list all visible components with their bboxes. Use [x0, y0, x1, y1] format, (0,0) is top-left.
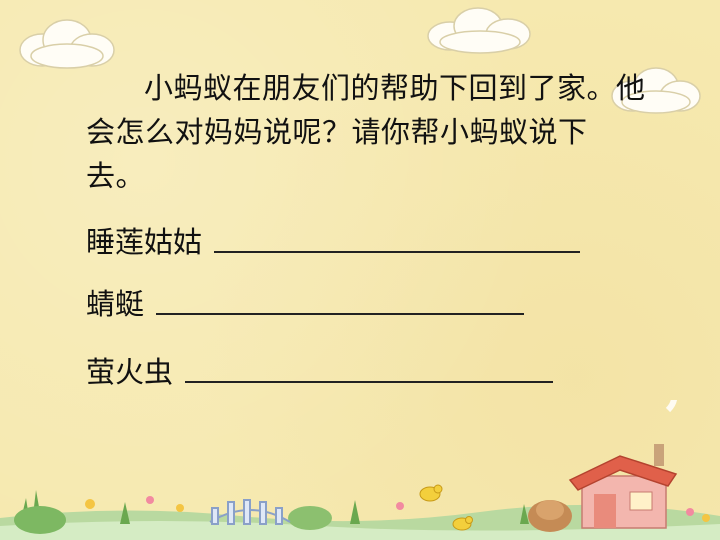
meadow-scene	[0, 400, 720, 540]
prompt-label: 萤火虫	[86, 355, 174, 389]
answer-line[interactable]	[185, 381, 554, 383]
answer-line[interactable]	[214, 251, 581, 253]
passage-block: 小蚂蚁在朋友们的帮助下回到了家。他会怎么对妈妈说呢？请你帮小蚂蚁说下去。	[86, 66, 646, 198]
prompt-row-yinghuochong: 萤火虫	[86, 352, 554, 392]
bird-icon	[419, 484, 473, 531]
fence-icon	[209, 499, 291, 525]
prompt-row-shuilian: 睡莲姑姑	[86, 222, 581, 262]
passage-text: 小蚂蚁在朋友们的帮助下回到了家。他会怎么对妈妈说呢？请你帮小蚂蚁说下去。	[86, 71, 646, 193]
cloud-icon	[427, 7, 531, 54]
cloud-icon	[19, 19, 115, 69]
house-icon	[568, 400, 678, 529]
cloud-icon	[611, 67, 701, 114]
prompt-row-qingting: 蜻蜓	[86, 284, 525, 324]
flower-icon	[85, 496, 710, 522]
prompt-label: 蜻蜓	[86, 287, 145, 321]
prompt-label: 睡莲姑姑	[86, 225, 203, 259]
answer-line[interactable]	[156, 313, 525, 315]
bush-icon	[14, 500, 572, 534]
